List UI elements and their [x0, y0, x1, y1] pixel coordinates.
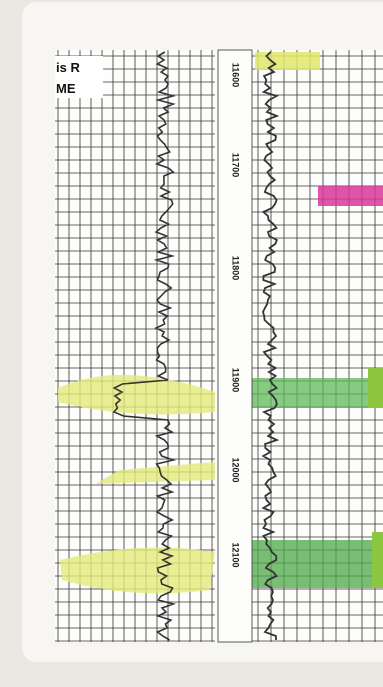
- highlight-green: [368, 368, 383, 408]
- depth-label: 12100: [231, 542, 241, 567]
- depth-label: 11600: [231, 63, 241, 88]
- highlight-yellow: [255, 52, 320, 70]
- highlight-magenta: [318, 186, 383, 206]
- highlight-green: [372, 532, 383, 588]
- depth-label: 11900: [231, 368, 241, 393]
- depth-label: 11700: [231, 153, 241, 178]
- well-log-image: 11600 11700 11800 11900 12000 12100 is R ME: [0, 0, 383, 687]
- label-line: is R: [56, 60, 80, 75]
- label-line: ME: [56, 81, 76, 96]
- page: {"label_box": {"lines": ["is R", "ME"]},…: [0, 0, 383, 687]
- depth-label: 12000: [231, 457, 241, 482]
- depth-label: 11800: [231, 256, 241, 281]
